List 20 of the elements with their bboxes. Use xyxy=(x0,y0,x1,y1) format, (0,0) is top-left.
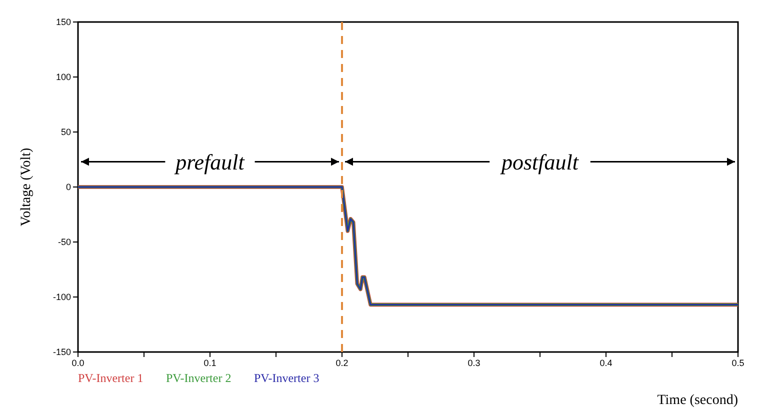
text: PV-Inverter 2 xyxy=(166,371,232,385)
x-tick-label: 0.0 xyxy=(72,358,84,368)
y-tick-label: 0 xyxy=(66,182,71,192)
annotation: postfault xyxy=(499,149,580,174)
x-tick-label: 0.5 xyxy=(732,358,744,368)
y-tick-label: 50 xyxy=(60,127,71,138)
x-tick-label: 0.1 xyxy=(204,358,216,368)
y-tick-label: -50 xyxy=(58,237,71,248)
x-axis-title: Time (second) xyxy=(657,393,738,408)
x-tick-label: 0.3 xyxy=(468,358,480,368)
annotation: prefault xyxy=(174,149,246,174)
text: PV-Inverter 3 xyxy=(254,371,320,385)
y-tick-label: -100 xyxy=(52,292,71,302)
y-tick-label: 100 xyxy=(56,72,71,82)
y-axis-title: Voltage (Volt) xyxy=(19,147,34,226)
x-tick-label: 0.2 xyxy=(336,358,348,368)
y-tick-label: -150 xyxy=(52,347,71,358)
x-tick-label: 0.4 xyxy=(600,358,612,368)
y-tick-label: 150 xyxy=(56,17,71,28)
text: PV-Inverter 1 xyxy=(78,371,144,385)
